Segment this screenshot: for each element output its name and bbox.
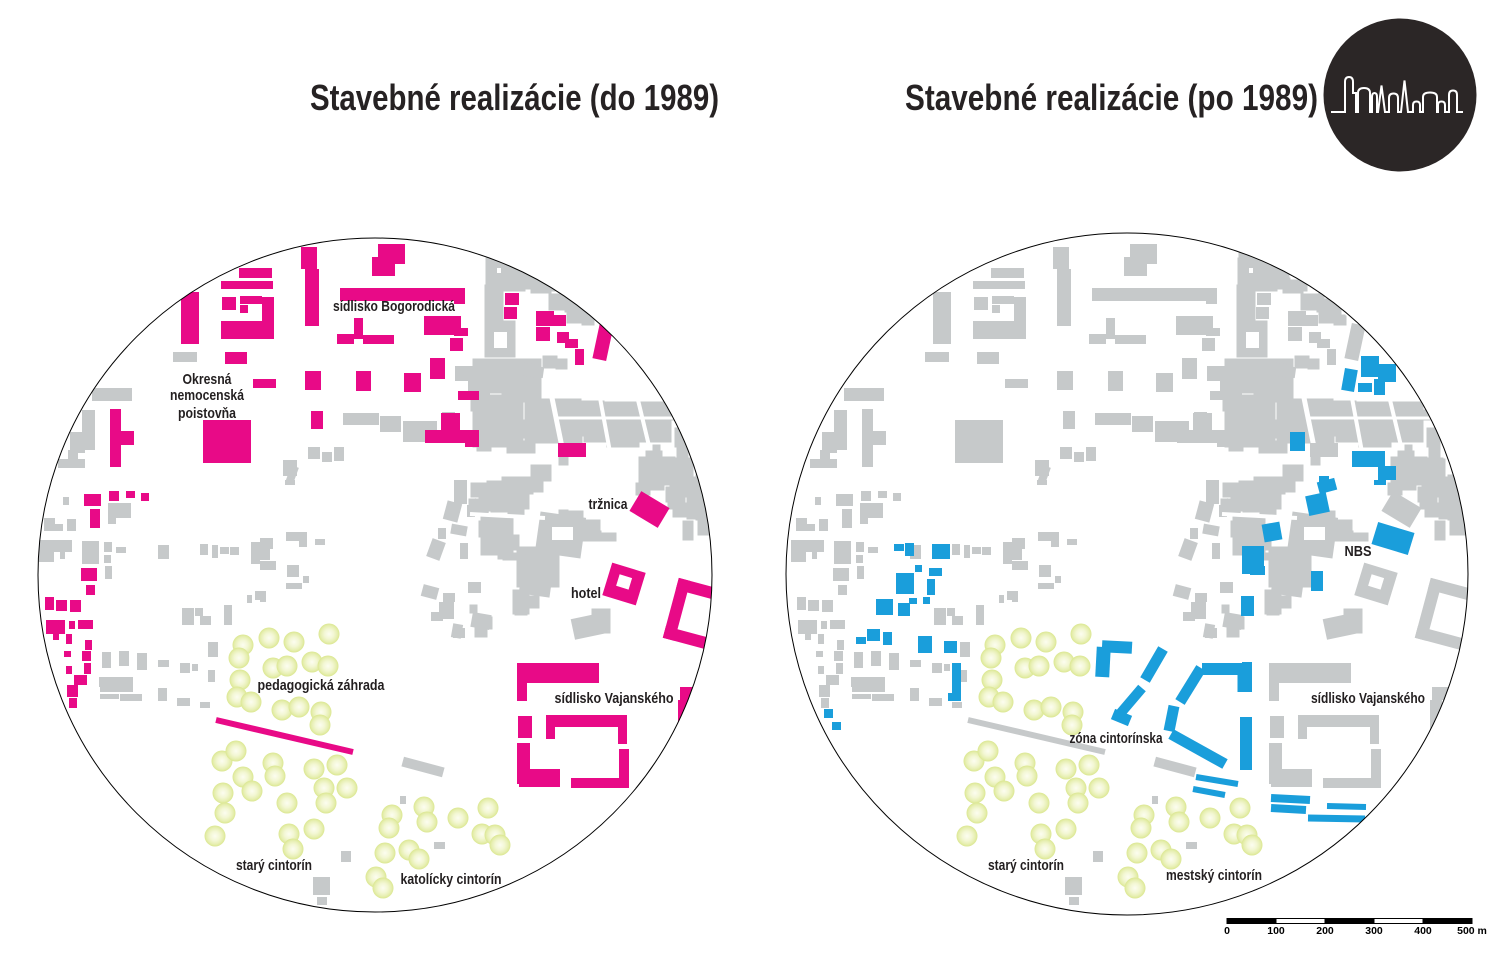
svg-text:100: 100 (1267, 925, 1285, 937)
svg-text:tržnica: tržnica (589, 496, 629, 513)
svg-text:Stavebné realizácie (po 1989): Stavebné realizácie (po 1989) (905, 77, 1318, 118)
svg-text:nemocenská: nemocenská (170, 387, 245, 404)
svg-text:sídlisko Vajanského: sídlisko Vajanského (555, 690, 674, 707)
svg-text:zóna cintorínska: zóna cintorínska (1070, 730, 1164, 747)
svg-text:mestský cintorín: mestský cintorín (1166, 867, 1262, 884)
svg-text:Stavebné realizácie (do 1989): Stavebné realizácie (do 1989) (310, 77, 719, 118)
svg-text:Okresná: Okresná (183, 371, 233, 388)
svg-text:hotel: hotel (571, 585, 601, 602)
svg-text:400: 400 (1414, 925, 1432, 937)
svg-text:sídlisko Vajanského: sídlisko Vajanského (1311, 690, 1425, 707)
svg-text:NBS: NBS (1345, 543, 1372, 560)
svg-text:200: 200 (1316, 925, 1334, 937)
svg-text:300: 300 (1365, 925, 1383, 937)
svg-text:0: 0 (1224, 925, 1230, 937)
svg-text:sídlisko Bogorodická: sídlisko Bogorodická (333, 298, 456, 315)
svg-text:katolícky cintorín: katolícky cintorín (401, 871, 502, 888)
svg-text:500 m: 500 m (1457, 925, 1487, 937)
svg-text:poistovňa: poistovňa (178, 405, 237, 422)
svg-text:starý cintorín: starý cintorín (988, 857, 1064, 874)
svg-text:starý cintorín: starý cintorín (236, 857, 312, 874)
svg-text:pedagogická záhrada: pedagogická záhrada (258, 677, 386, 694)
